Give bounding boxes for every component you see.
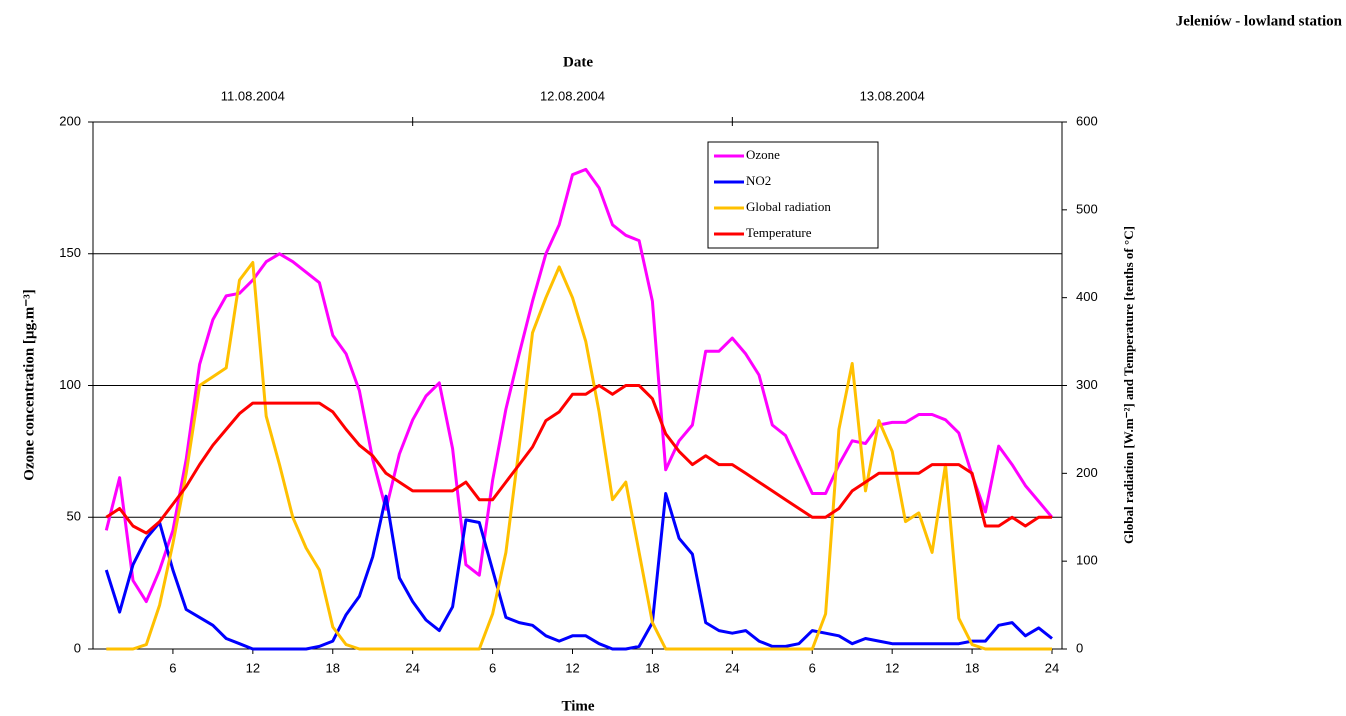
y-tick-label: 50	[67, 509, 81, 524]
x-tick-label: 24	[405, 660, 419, 675]
y2-tick-label: 600	[1076, 113, 1098, 128]
y2-tick-label: 400	[1076, 289, 1098, 304]
chart-title: Jeleniów - lowland station	[1176, 13, 1343, 29]
series-line	[104, 167, 1054, 604]
y2-tick-label: 200	[1076, 465, 1098, 480]
x-tick-label: 18	[326, 660, 340, 675]
x-tick-label: 12	[885, 660, 899, 675]
y-axis-title: Ozone concentration [µg.m⁻³]	[21, 289, 37, 480]
x-tick-label: 6	[809, 660, 816, 675]
x-tick-label: 6	[489, 660, 496, 675]
x-tick-label: 18	[645, 660, 659, 675]
x-tick-label: 18	[965, 660, 979, 675]
x-tick-label: 12	[246, 660, 260, 675]
legend-label: NO2	[746, 173, 771, 188]
y-tick-label: 150	[59, 245, 81, 260]
y2-axis-title: Global radiation [W.m⁻²] and Temperature…	[1121, 226, 1136, 544]
top-tick-label: 12.08.2004	[540, 88, 605, 103]
legend-box	[707, 141, 879, 249]
y2-tick-label: 300	[1076, 377, 1098, 392]
top-axis-title: Date	[563, 54, 593, 70]
series-line	[104, 492, 1053, 651]
y-tick-label: 200	[59, 113, 81, 128]
y-tick-label: 0	[74, 640, 81, 655]
x-tick-label: 24	[1045, 660, 1059, 675]
legend: Ozone NO2 Global radiation Temperature	[707, 141, 879, 249]
legend-label: Temperature	[746, 225, 812, 240]
legend-label: Ozone	[746, 147, 780, 162]
y2-tick-label: 100	[1076, 553, 1098, 568]
y2-tick-label: 500	[1076, 201, 1098, 216]
top-tick-label: 11.08.2004	[221, 88, 285, 103]
x-tick-label: 6	[169, 660, 176, 675]
x-tick-label: 24	[725, 660, 739, 675]
top-tick-label: 13.08.2004	[860, 88, 925, 103]
x-tick-label: 12	[565, 660, 579, 675]
y-tick-label: 100	[59, 377, 81, 392]
x-axis-title: Time	[561, 698, 594, 714]
y2-tick-label: 0	[1076, 640, 1083, 655]
legend-label: Global radiation	[746, 199, 831, 214]
series-line	[105, 384, 1052, 535]
series-line	[106, 261, 1052, 651]
